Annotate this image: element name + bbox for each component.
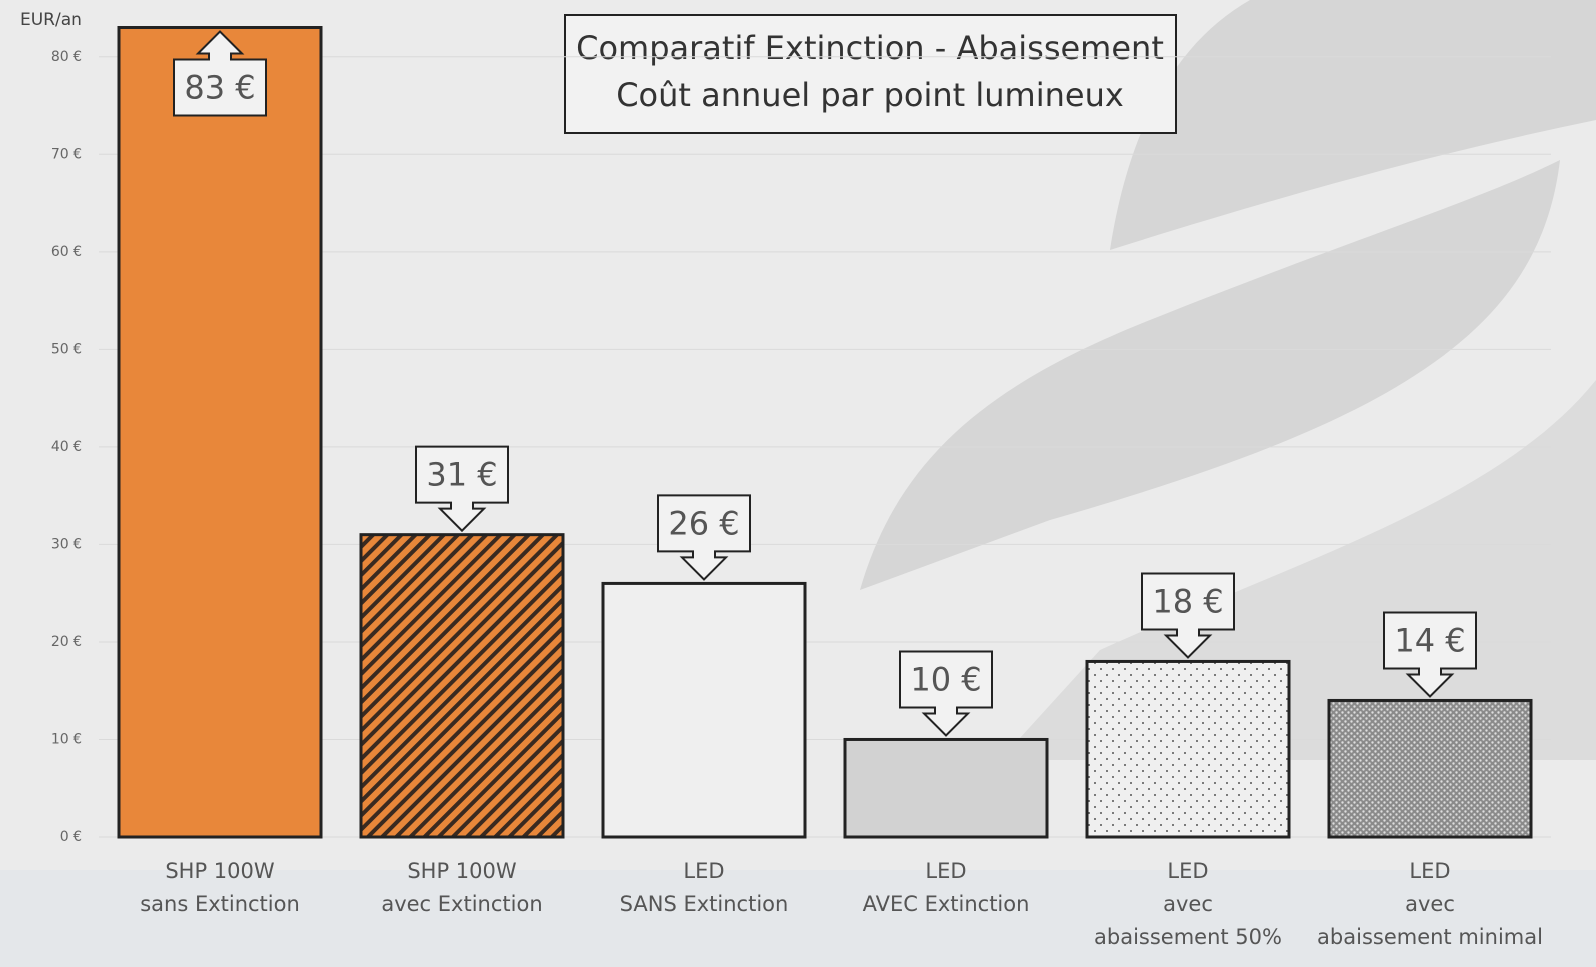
value-label: 26 € bbox=[668, 504, 739, 542]
x-tick-label: SANS Extinction bbox=[620, 892, 789, 916]
decor-shape bbox=[1110, 0, 1596, 250]
decor-shape bbox=[860, 160, 1560, 590]
y-tick-label: 10 € bbox=[51, 731, 82, 747]
x-tick-label: AVEC Extinction bbox=[863, 892, 1030, 916]
value-label: 18 € bbox=[1152, 582, 1223, 620]
x-tick-label: LED bbox=[925, 859, 966, 883]
y-tick-label: 60 € bbox=[51, 244, 82, 260]
x-tick-label: abaissement 50% bbox=[1094, 925, 1282, 949]
bar bbox=[359, 533, 565, 839]
x-tick-label: LED bbox=[683, 859, 724, 883]
value-callout bbox=[1383, 611, 1477, 698]
value-callout bbox=[657, 494, 751, 581]
x-tick-label: avec Extinction bbox=[381, 892, 542, 916]
title-box bbox=[564, 14, 1177, 134]
y-axis-label: EUR/an bbox=[20, 10, 82, 30]
x-tick-label: avec bbox=[1163, 892, 1213, 916]
bar bbox=[1327, 698, 1533, 839]
chart-subtitle: Coût annuel par point lumineux bbox=[616, 76, 1124, 114]
y-tick-label: 30 € bbox=[51, 536, 82, 552]
value-label: 83 € bbox=[184, 69, 255, 107]
y-tick-label: 0 € bbox=[60, 829, 82, 845]
value-callout bbox=[899, 650, 993, 737]
x-tick-label: LED bbox=[1167, 859, 1208, 883]
x-tick-label: avec bbox=[1405, 892, 1455, 916]
footer-band bbox=[0, 870, 1596, 967]
bar bbox=[117, 26, 323, 839]
bar bbox=[601, 581, 807, 839]
x-tick-label: SHP 100W bbox=[165, 859, 275, 883]
bar bbox=[843, 737, 1049, 839]
value-callout bbox=[1141, 572, 1235, 659]
x-tick-label: abaissement minimal bbox=[1317, 925, 1543, 949]
y-tick-label: 40 € bbox=[51, 439, 82, 455]
y-tick-label: 50 € bbox=[51, 341, 82, 357]
value-callout bbox=[415, 445, 509, 533]
bar bbox=[1085, 659, 1291, 839]
y-tick-label: 70 € bbox=[51, 146, 82, 162]
value-label: 31 € bbox=[426, 456, 497, 494]
x-tick-label: LED bbox=[1409, 859, 1450, 883]
value-label: 14 € bbox=[1394, 621, 1465, 659]
value-callout bbox=[173, 30, 267, 117]
chart-title: Comparatif Extinction - Abaissement bbox=[576, 29, 1164, 67]
x-tick-label: SHP 100W bbox=[407, 859, 517, 883]
y-tick-label: 20 € bbox=[51, 634, 82, 650]
value-label: 10 € bbox=[910, 660, 981, 698]
y-tick-label: 80 € bbox=[51, 49, 82, 65]
x-tick-label: sans Extinction bbox=[140, 892, 300, 916]
